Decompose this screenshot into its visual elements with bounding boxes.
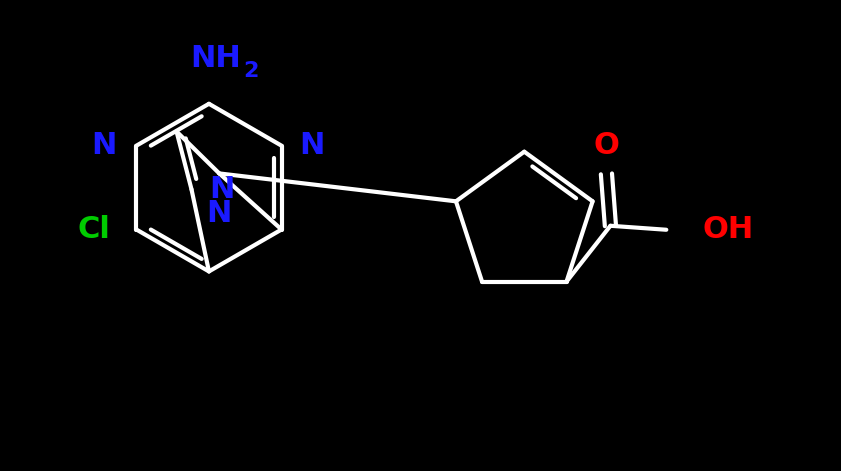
Text: N: N (209, 175, 235, 204)
Text: Cl: Cl (78, 215, 111, 244)
Text: 2: 2 (243, 61, 258, 81)
Text: NH: NH (190, 44, 241, 73)
Text: OH: OH (702, 215, 754, 244)
Text: N: N (299, 131, 325, 160)
Text: N: N (91, 131, 116, 160)
Text: O: O (594, 130, 619, 160)
Text: N: N (207, 199, 232, 228)
